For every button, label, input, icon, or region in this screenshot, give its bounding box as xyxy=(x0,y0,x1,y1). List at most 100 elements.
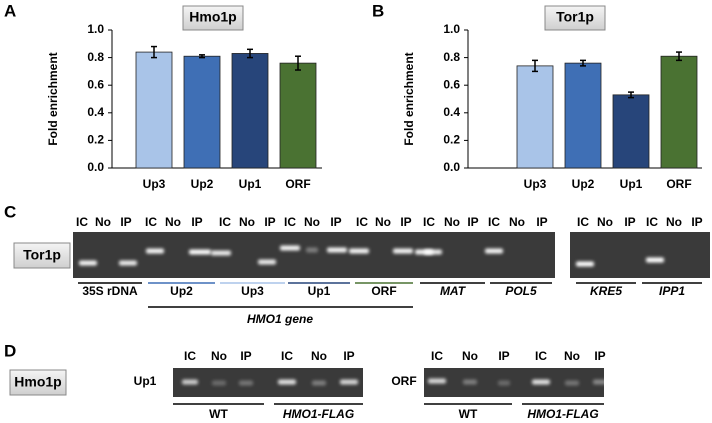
gene-label: HMO1 gene xyxy=(247,312,313,326)
gel-band xyxy=(646,257,664,263)
protein-label: Hmo1p xyxy=(14,374,61,390)
lane-label: IP xyxy=(467,215,478,229)
bar xyxy=(612,94,650,169)
bar xyxy=(135,51,173,169)
lane-label: IC xyxy=(423,215,435,229)
strain-label: HMO1-FLAG xyxy=(527,407,598,421)
lane-label: IC xyxy=(577,215,589,229)
bar xyxy=(183,55,221,169)
y-tick-label: 0.2 xyxy=(443,133,460,147)
lane-label: No xyxy=(239,215,255,229)
lane-label: IC xyxy=(219,215,231,229)
gel-band xyxy=(119,260,137,266)
gel-band xyxy=(278,379,296,385)
y-tick-label: 0.0 xyxy=(87,160,104,174)
lane-label: No xyxy=(597,215,613,229)
gel-band xyxy=(312,380,326,386)
lane-label: IC xyxy=(488,215,500,229)
panel-letter: B xyxy=(372,1,384,20)
bar xyxy=(279,62,317,169)
lane-label: IC xyxy=(184,349,196,363)
lane-label: IP xyxy=(536,215,547,229)
lane-label: No xyxy=(304,215,320,229)
gel-band xyxy=(340,379,358,385)
gel-band xyxy=(393,248,413,254)
lane-label: IC xyxy=(76,215,88,229)
gel-band xyxy=(211,250,231,256)
x-tick-label: Up3 xyxy=(524,177,547,191)
lane-label: No xyxy=(564,349,580,363)
lane-label: No xyxy=(375,215,391,229)
lane-label: IC xyxy=(145,215,157,229)
lane-label: No xyxy=(95,215,111,229)
y-tick-label: 0.8 xyxy=(443,50,460,64)
x-tick-label: Up1 xyxy=(239,177,262,191)
gel-band xyxy=(280,245,300,251)
lane-label: IP xyxy=(400,215,411,229)
x-tick-label: Up1 xyxy=(620,177,643,191)
gel-band xyxy=(212,380,226,386)
group-label: POL5 xyxy=(505,284,537,298)
lane-label: No xyxy=(666,215,682,229)
lane-label: IP xyxy=(624,215,635,229)
y-tick-label: 0.0 xyxy=(443,160,460,174)
lane-label: IP xyxy=(330,215,341,229)
gel-band xyxy=(258,259,276,265)
lane-label: IC xyxy=(431,349,443,363)
x-tick-label: ORF xyxy=(666,177,691,191)
gel-band xyxy=(189,249,211,255)
x-tick-label: Up2 xyxy=(572,177,595,191)
lane-label: No xyxy=(509,215,525,229)
label-box xyxy=(9,369,67,396)
bar xyxy=(660,55,698,169)
bar xyxy=(231,53,269,169)
gel-band xyxy=(532,379,550,385)
title-box xyxy=(182,5,244,31)
lane-label: IP xyxy=(264,215,275,229)
lane-label: IC xyxy=(646,215,658,229)
gel-band xyxy=(182,379,198,385)
panel-letter: D xyxy=(4,341,16,360)
lane-label: IP xyxy=(594,349,605,363)
lane-label: IC xyxy=(535,349,547,363)
lane-label: No xyxy=(444,215,460,229)
lane-label: IP xyxy=(240,349,251,363)
protein-label: Tor1p xyxy=(23,247,61,263)
x-tick-label: Up2 xyxy=(191,177,214,191)
lane-label: No xyxy=(462,349,478,363)
lane-label: IP xyxy=(691,215,702,229)
gel-band xyxy=(593,379,607,385)
chart-title: Tor1p xyxy=(556,9,594,25)
y-tick-label: 0.4 xyxy=(443,105,460,119)
gel-band xyxy=(327,247,347,253)
y-tick-label: 0.6 xyxy=(443,77,460,91)
gel-band xyxy=(306,247,318,253)
panel-letter: A xyxy=(4,1,16,20)
lane-label: IP xyxy=(120,215,131,229)
gel-band xyxy=(79,260,97,266)
y-tick-label: 0.2 xyxy=(87,133,104,147)
lane-label: No xyxy=(211,349,227,363)
y-tick-label: 1.0 xyxy=(87,22,104,36)
gel xyxy=(173,368,363,397)
lane-label: IC xyxy=(284,215,296,229)
x-tick-label: Up3 xyxy=(143,177,166,191)
group-label: Up3 xyxy=(241,284,264,298)
bar xyxy=(564,62,602,169)
strain-label: WT xyxy=(459,407,478,421)
gel-band xyxy=(349,248,369,254)
bar xyxy=(516,65,554,169)
lane-label: IP xyxy=(498,349,509,363)
y-tick-label: 0.8 xyxy=(87,50,104,64)
region-label: Up1 xyxy=(134,374,157,388)
gel-band xyxy=(428,378,446,384)
y-tick-label: 0.6 xyxy=(87,77,104,91)
gel-band xyxy=(565,380,579,386)
group-label: MAT xyxy=(440,284,467,298)
gel-band xyxy=(576,261,594,267)
region-label: ORF xyxy=(391,374,416,388)
gel-band xyxy=(498,380,510,386)
title-box xyxy=(544,5,606,31)
group-label: IPP1 xyxy=(659,284,685,298)
